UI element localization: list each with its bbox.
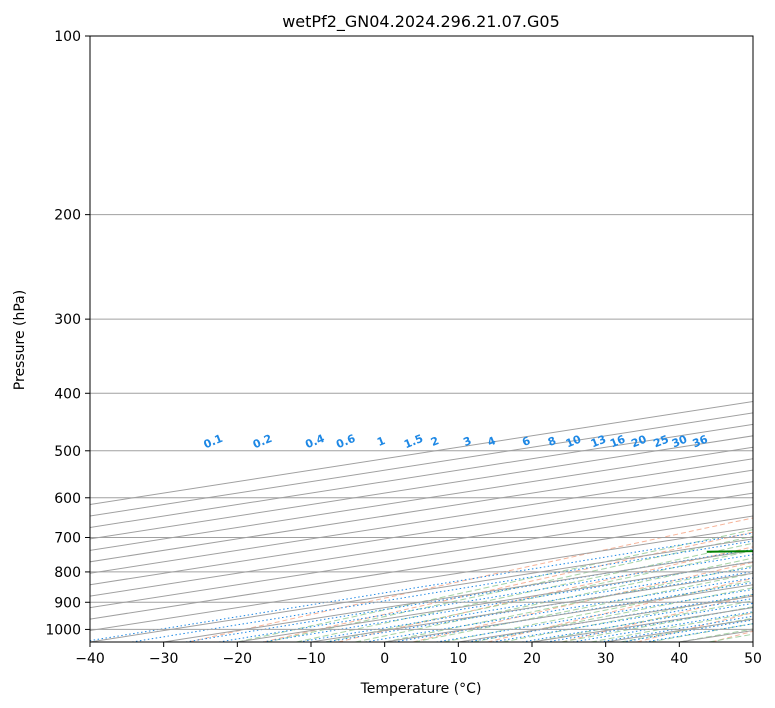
chart-annotations: -100-90-80-70-60-50-40-30-20-10010203040… [202, 432, 710, 451]
moist-adiabat-line [325, 549, 753, 642]
chart-title: wetPf2_GN04.2024.296.21.07.G05 [282, 12, 560, 32]
mixing-ratio-label: 3 [461, 434, 473, 449]
mixing-ratio-line [326, 571, 753, 642]
moist-adiabat-line [384, 565, 753, 642]
y-tick-label: 200 [54, 208, 81, 224]
mixing-ratio-line [262, 561, 753, 642]
mixing-ratio-line [299, 566, 753, 642]
mixing-ratio-line [365, 577, 753, 642]
x-tick-label: −20 [223, 651, 253, 667]
x-tick-label: −30 [149, 651, 179, 667]
mixing-ratio-label: 10 [564, 433, 583, 451]
y-tick-label: 1000 [45, 622, 81, 638]
x-tick-label: 40 [670, 651, 688, 667]
isotherm-gridline [90, 526, 753, 632]
moist-adiabat-line [473, 587, 753, 642]
mixing-ratio-label: 20 [629, 433, 648, 451]
mixing-ratio-label: 25 [652, 433, 671, 451]
isotherm-gridline [90, 515, 753, 620]
mixing-ratio-label: 1 [375, 434, 387, 449]
x-axis: −40 −30 −20 −10 0 10 20 30 40 50 [75, 642, 762, 667]
x-tick-label: −40 [75, 651, 105, 667]
x-tick-label: 50 [744, 651, 762, 667]
dry-adiabat-line [487, 577, 753, 642]
y-tick-label: 400 [54, 386, 81, 402]
isotherm-gridline [90, 469, 753, 574]
moist-adiabat-line [502, 593, 753, 642]
plot-frame [89, 35, 754, 643]
isotherm-gridline [90, 481, 753, 586]
mixing-ratio-label: 30 [670, 433, 689, 451]
y-tick-label: 700 [54, 531, 81, 547]
y-axis-label: Pressure (hPa) [12, 290, 28, 390]
isotherm-gridline [90, 538, 753, 642]
y-axis: 100 200 300 400 500 600 700 800 900 1000 [45, 29, 90, 638]
mixing-ratio-label: 8 [546, 434, 558, 449]
x-tick-label: 20 [523, 651, 541, 667]
y-tick-label: 500 [54, 444, 81, 460]
x-tick-label: −10 [296, 651, 326, 667]
isotherm-gridline [90, 504, 753, 609]
x-tick-label: 10 [449, 651, 467, 667]
mixing-ratio-label: 13 [589, 433, 608, 451]
mixing-ratio-label: 2 [429, 434, 441, 449]
mixing-ratio-label: 36 [691, 433, 710, 451]
mixing-ratio-line [218, 554, 753, 642]
plot-area: -100-90-80-70-60-50-40-30-20-10010203040… [90, 36, 753, 642]
moist-adiabat-line [266, 535, 753, 642]
x-axis-label: Temperature (°C) [360, 681, 482, 697]
mixing-ratio-label: 16 [608, 433, 627, 451]
y-tick-label: 800 [54, 565, 81, 581]
y-tick-label: 600 [54, 491, 81, 507]
isotherm-gridline [90, 458, 753, 563]
x-tick-label: 0 [380, 651, 389, 667]
y-tick-label: 300 [54, 312, 81, 328]
moist-adiabat-line [296, 542, 753, 642]
dry-adiabat-line [562, 594, 753, 642]
x-tick-label: 30 [597, 651, 615, 667]
mixing-ratio-line [90, 532, 753, 642]
isotherm-lines [90, 400, 753, 642]
y-tick-label: 100 [54, 29, 81, 45]
isotherm-gridline [90, 492, 753, 597]
y-tick-label: 900 [54, 595, 81, 611]
dry-adiabat-line [188, 517, 753, 642]
isotherm-gridline [90, 446, 753, 551]
